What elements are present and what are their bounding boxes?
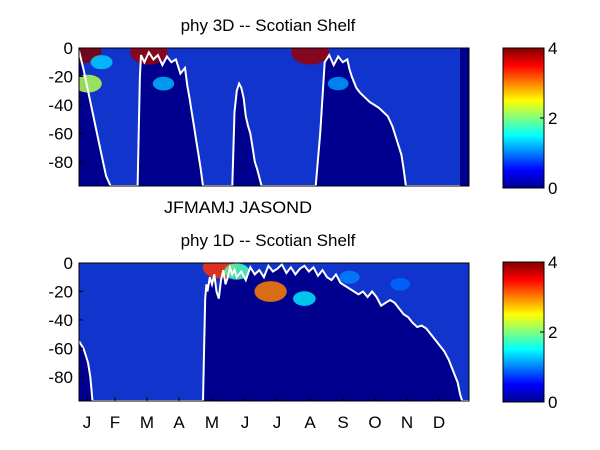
x-tick-label: J	[273, 413, 282, 432]
colorbar-bottom: 0 2 4	[502, 253, 557, 412]
colorbar-tick-label: 2	[548, 323, 557, 342]
colorbar-tick-label: 2	[548, 109, 557, 128]
x-tick-label-top: JFMAMJ JASOND	[164, 198, 312, 217]
y-tick-label: -40	[48, 311, 73, 330]
colorbar-tick-label: 0	[548, 393, 557, 412]
bloom-cell	[327, 76, 349, 91]
bloom-cell	[291, 48, 330, 65]
bloom-layer-top	[79, 48, 349, 93]
x-tick-label: A	[173, 413, 185, 432]
y-tick-label: -60	[48, 124, 73, 143]
y-axis-top: 0 -20 -40 -60 -80	[48, 39, 83, 172]
colorbar-tick-label: 0	[548, 179, 557, 198]
x-tick-label: M	[205, 413, 219, 432]
colorbar-ticks-top: 0 2 4	[540, 39, 557, 198]
y-tick-label: -60	[48, 339, 73, 358]
chart-title-bottom: phy 1D -- Scotian Shelf	[181, 231, 356, 250]
bloom-cell	[129, 48, 168, 65]
colorbar-tick-label: 4	[548, 253, 557, 272]
mixed-layer-line-bottom	[79, 263, 469, 401]
chart-title-top: phy 3D -- Scotian Shelf	[181, 16, 356, 35]
y-tick-label: -80	[48, 368, 73, 387]
heatmap-bottom	[79, 263, 469, 401]
y-axis-bottom: 0 -20 -40 -60 -80	[48, 254, 83, 387]
x-tick-label: O	[368, 413, 381, 432]
surface-mixed-region	[79, 263, 469, 401]
mixed-layer-line-top	[79, 50, 460, 186]
surface-layer-bottom	[79, 263, 469, 401]
bloom-cell	[390, 278, 411, 291]
y-tick-label: -20	[48, 282, 73, 301]
surface-layer-top	[79, 48, 460, 186]
bloom-cell	[152, 76, 175, 91]
plot-frame-bottom	[78, 262, 470, 402]
y-tick-label: -20	[48, 67, 73, 86]
chart-top: phy 3D -- Scotian Shelf 0 -20 -40 -60 -80 JF…	[48, 16, 557, 217]
colorbar-ticks-bottom: 0 2 4	[540, 253, 557, 412]
x-tick-label: D	[433, 413, 445, 432]
bloom-cell	[254, 281, 287, 302]
surface-mixed-region	[79, 48, 460, 186]
y-tick-label: -80	[48, 153, 73, 172]
x-tick-label: F	[110, 413, 120, 432]
colorbar-top: 0 2 4	[502, 39, 557, 198]
heatmap-top	[79, 48, 469, 186]
x-tick-label: M	[140, 413, 154, 432]
plot-frame-top	[78, 47, 470, 187]
bloom-cell	[293, 291, 316, 306]
bloom-cell	[339, 270, 360, 284]
colorbar-gradient-top	[503, 48, 544, 188]
y-tick-label: 0	[64, 254, 73, 273]
bloom-cell	[90, 55, 113, 70]
y-tick-label: 0	[64, 39, 73, 58]
x-tick-label: J	[241, 413, 250, 432]
x-tick-label: N	[401, 413, 413, 432]
y-tick-label: -40	[48, 96, 73, 115]
x-tick-label: S	[337, 413, 348, 432]
x-tick-label: J	[83, 413, 92, 432]
colorbar-tick-label: 4	[548, 39, 557, 58]
x-tick-label: A	[304, 413, 316, 432]
colorbar-gradient-bottom	[503, 262, 544, 402]
